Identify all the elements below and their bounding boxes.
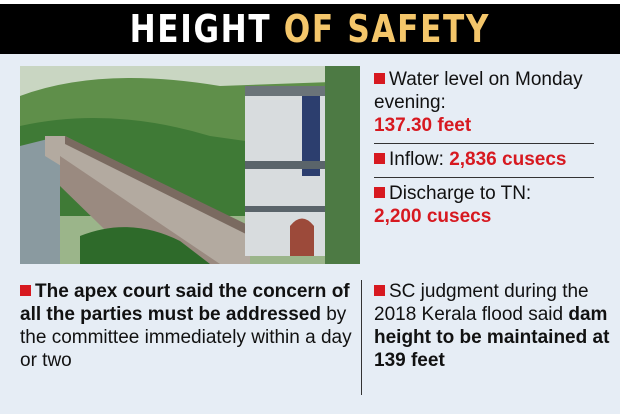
bullet-square-icon	[374, 187, 385, 198]
bullet-square-icon	[20, 285, 31, 296]
bullet-square-icon	[374, 285, 385, 296]
content-panel: Water level on Monday evening: 137.30 fee…	[0, 54, 620, 414]
fact-discharge: Discharge to TN: 2,200 cusecs	[374, 177, 594, 234]
headline: HEIGHT OF SAFETY	[129, 7, 491, 51]
divider	[361, 280, 362, 395]
bullet-square-icon	[374, 73, 385, 84]
fact-inflow: Inflow: 2,836 cusecs	[374, 143, 594, 177]
note-apex-court: The apex court said the concern of all t…	[20, 281, 352, 371]
fact-water-level: Water level on Monday evening: 137.30 fee…	[374, 69, 583, 136]
facts-list: Water level on Monday evening: 137.30 fee…	[374, 64, 594, 234]
dam-photo	[20, 66, 360, 264]
note-sc-judgment: SC judgment during the 2018 Kerala flood…	[374, 281, 610, 371]
bullet-square-icon	[374, 153, 385, 164]
title-banner: HEIGHT OF SAFETY	[0, 4, 620, 54]
